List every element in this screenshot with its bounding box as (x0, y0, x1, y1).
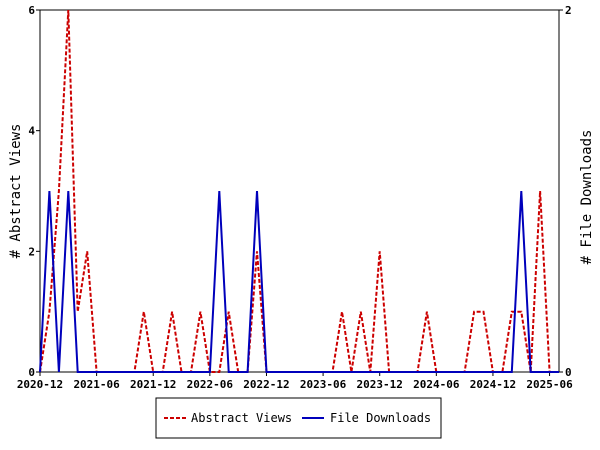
y-right-tick-label: 2 (565, 4, 572, 17)
x-tick-label: 2022-06 (187, 378, 234, 391)
y-right-tick-label: 0 (565, 366, 572, 379)
x-tick-label: 2025-06 (526, 378, 573, 391)
tick-labels: 2020-12 2021-06 2021-12 2022-06 2022-12 2023-… (17, 4, 573, 391)
y-left-tick-label: 0 (28, 366, 35, 379)
x-tick-label: 2024-06 (413, 378, 460, 391)
y-left-tick-label: 2 (28, 245, 35, 258)
x-tick-label: 2020-12 (17, 378, 63, 391)
x-tick-label: 2024-12 (470, 378, 516, 391)
x-tick-label: 2022-12 (243, 378, 289, 391)
y-axis-right-title: # File Downloads (579, 130, 595, 265)
y-left-tick-label: 6 (28, 4, 35, 17)
series-lines (39, 9, 559, 373)
series-line-file-downloads (39, 190, 559, 373)
legend-label-file-downloads: File Downloads (330, 411, 431, 425)
x-tick-label: 2023-12 (357, 378, 403, 391)
x-tick-label: 2021-12 (130, 378, 176, 391)
legend-label-abstract-views: Abstract Views (191, 411, 292, 425)
plot-area (39, 9, 560, 373)
legend-box (155, 397, 442, 439)
y-axis-left-title: # Abstract Views (8, 124, 24, 259)
x-tick-label: 2023-06 (300, 378, 347, 391)
legend: Abstract Views File Downloads (155, 397, 442, 439)
y-left-tick-label: 4 (28, 125, 35, 138)
x-tick-label: 2021-06 (73, 378, 120, 391)
